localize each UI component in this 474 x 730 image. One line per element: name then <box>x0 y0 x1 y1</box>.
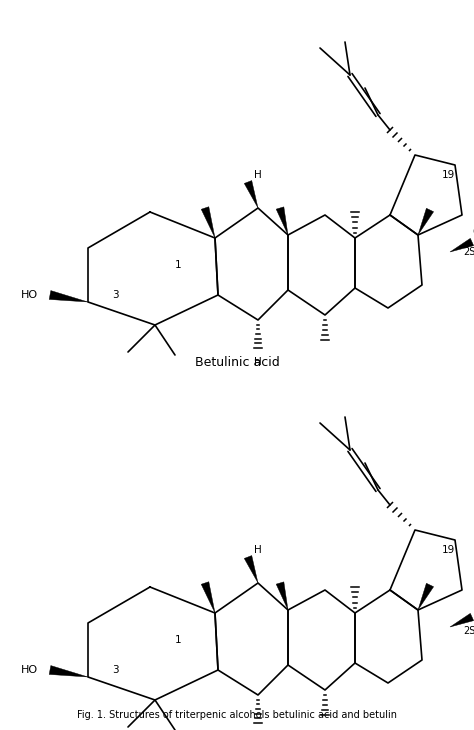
Text: COOH: COOH <box>472 227 474 237</box>
Polygon shape <box>276 207 288 235</box>
Polygon shape <box>244 180 258 208</box>
Text: 19: 19 <box>441 545 455 555</box>
Polygon shape <box>201 582 215 613</box>
Polygon shape <box>201 207 215 238</box>
Text: H: H <box>254 170 262 180</box>
Polygon shape <box>418 583 434 610</box>
Polygon shape <box>49 291 88 302</box>
Text: 3: 3 <box>112 290 118 300</box>
Text: H: H <box>254 545 262 555</box>
Polygon shape <box>244 556 258 583</box>
Text: 2S: 2S <box>463 247 474 257</box>
Polygon shape <box>450 239 474 252</box>
Polygon shape <box>276 582 288 610</box>
Text: HO: HO <box>21 665 38 675</box>
Polygon shape <box>450 613 474 627</box>
Text: Betulinic acid: Betulinic acid <box>195 356 279 369</box>
Polygon shape <box>49 666 88 677</box>
Text: 1: 1 <box>175 260 182 270</box>
Text: 3: 3 <box>112 665 118 675</box>
Polygon shape <box>418 208 434 235</box>
Text: Fig. 1. Structures of triterpenic alcohols betulinic acid and betulin: Fig. 1. Structures of triterpenic alcoho… <box>77 710 397 720</box>
Text: 19: 19 <box>441 170 455 180</box>
Text: H: H <box>254 357 262 367</box>
Text: 2S: 2S <box>463 626 474 636</box>
Text: HO: HO <box>21 290 38 300</box>
Text: 1: 1 <box>175 635 182 645</box>
